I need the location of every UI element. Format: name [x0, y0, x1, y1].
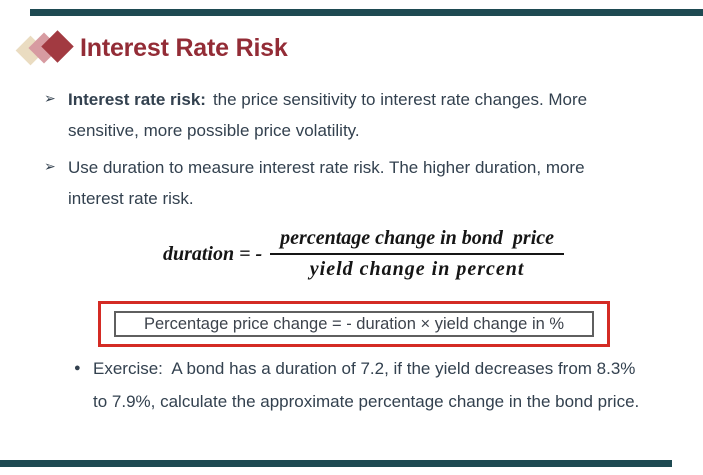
bullet-item-duration: ➢ Use duration to measure interest rate … — [44, 152, 684, 214]
slide-title: Interest Rate Risk — [80, 34, 288, 62]
bullet-text: Use duration to measure interest rate ri… — [68, 152, 585, 214]
duration-formula: duration = - percentage change in bond p… — [12, 227, 703, 281]
highlighted-formula-box: Percentage price change = - duration × y… — [98, 301, 610, 347]
slide-logo-diamonds-icon — [12, 28, 82, 76]
bullet-line-1: Interest rate risk: the price sensitivity… — [68, 84, 587, 115]
bullet-lead-bold: Interest rate risk: — [68, 90, 206, 109]
bullet-line-1-text: Use duration to measure interest rate ri… — [68, 158, 585, 177]
arrow-bullet-icon: ➢ — [44, 159, 56, 175]
formula-denominator: yield change in percent — [309, 258, 525, 280]
formula-fraction: percentage change in bond price yield ch… — [270, 227, 565, 281]
bullet-line-1-text: the price sensitivity to interest rate c… — [212, 90, 588, 109]
bullet-text: Interest rate risk: the price sensitivity… — [68, 84, 587, 146]
bullet-item-interest-rate-risk: ➢ Interest rate risk: the price sensitivi… — [44, 84, 684, 146]
top-accent-bar — [30, 9, 703, 16]
exercise-line-1: Exercise: A bond has a duration of 7.2, … — [93, 359, 636, 378]
bullet-line-1: Use duration to measure interest rate ri… — [68, 152, 585, 183]
exercise-text: Exercise: A bond has a duration of 7.2, … — [93, 352, 639, 418]
bullet-line-2: interest rate risk. — [68, 189, 194, 208]
bullet-line-2: sensitive, more possible price volatilit… — [68, 121, 360, 140]
bullet-list: ➢ Interest rate risk: the price sensitivi… — [44, 84, 684, 220]
formula-lhs: duration = - — [162, 242, 263, 265]
highlighted-formula-text: Percentage price change = - duration × y… — [114, 311, 594, 337]
formula-numerator: percentage change in bond price — [270, 227, 565, 255]
bottom-accent-bar — [0, 460, 672, 467]
arrow-bullet-icon: ➢ — [44, 91, 56, 107]
exercise-bullet: ● Exercise: A bond has a duration of 7.2… — [74, 352, 694, 418]
exercise-line-2: to 7.9%, calculate the approximate perce… — [93, 392, 640, 411]
dot-bullet-icon: ● — [74, 362, 81, 374]
